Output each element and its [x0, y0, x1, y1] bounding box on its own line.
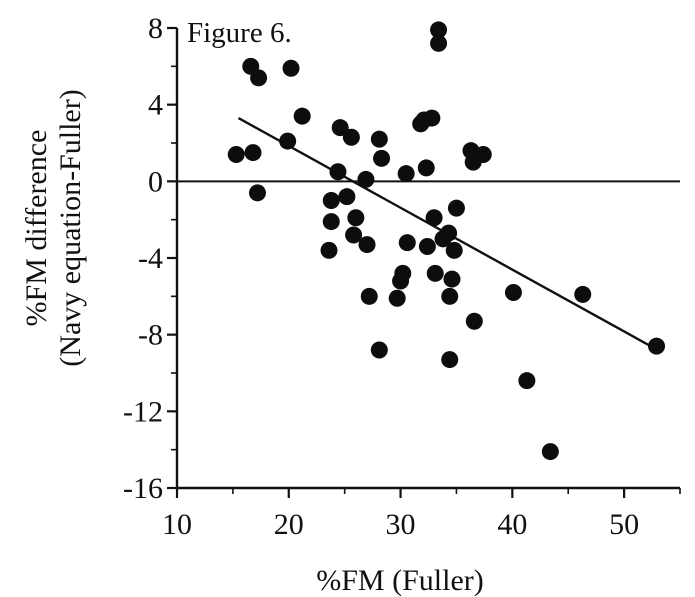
data-point — [227, 146, 245, 163]
x-tick-label: 50 — [609, 508, 639, 541]
data-point — [320, 241, 338, 259]
data-point — [329, 163, 347, 181]
y-tick-label: 8 — [148, 12, 163, 45]
data-point — [331, 119, 349, 137]
data-point — [373, 149, 391, 167]
data-point — [397, 165, 415, 183]
data-point — [248, 184, 266, 202]
x-tick-label: 30 — [386, 508, 416, 541]
data-point — [347, 209, 365, 227]
data-point — [338, 188, 356, 206]
figure-title: Figure 6. — [187, 17, 292, 49]
data-point — [250, 69, 268, 87]
data-point — [574, 285, 592, 303]
data-point — [358, 236, 376, 254]
data-point — [440, 224, 458, 242]
data-point — [357, 170, 375, 188]
x-tick-label: 10 — [162, 508, 192, 541]
data-point — [504, 284, 522, 301]
data-point — [293, 107, 311, 125]
data-point — [648, 337, 666, 355]
data-point — [426, 264, 444, 282]
data-point — [417, 159, 435, 177]
data-point — [322, 192, 340, 209]
data-point — [445, 241, 463, 259]
y-tick-label: 0 — [148, 165, 163, 198]
data-point — [282, 59, 300, 77]
data-point — [398, 234, 416, 252]
y-tick-label: 4 — [148, 89, 163, 122]
data-point — [370, 341, 388, 359]
axes — [167, 26, 681, 498]
data-point — [360, 287, 378, 305]
x-axis-title: %FM (Fuller) — [316, 564, 484, 597]
data-point — [443, 270, 461, 288]
data-point — [425, 209, 443, 227]
data-point — [342, 128, 360, 146]
data-point — [441, 351, 459, 369]
data-point — [518, 372, 536, 390]
data-point — [423, 109, 441, 127]
x-tick-label: 20 — [274, 508, 304, 541]
y-tick-label: -16 — [123, 472, 163, 505]
y-tick-label: -12 — [123, 395, 163, 428]
data-point — [345, 226, 363, 244]
y-tick-label: -4 — [138, 242, 163, 275]
data-point — [244, 144, 262, 162]
data-point — [322, 213, 340, 231]
data-point — [465, 312, 483, 330]
data-point — [541, 443, 559, 461]
y-axis-title-line2: (Navy equation-Fuller) — [54, 89, 87, 366]
data-point — [430, 34, 448, 52]
data-point — [279, 132, 297, 150]
data-point — [418, 238, 436, 255]
data-point — [430, 21, 448, 39]
data-point — [441, 287, 459, 305]
x-tick-label: 40 — [497, 508, 527, 541]
data-point — [394, 264, 412, 282]
data-point — [447, 199, 465, 217]
y-tick-label: -8 — [138, 319, 163, 352]
data-point — [370, 130, 388, 148]
data-points — [227, 21, 666, 461]
y-axis-title-line1: %FM difference — [20, 130, 53, 327]
data-point — [388, 289, 406, 307]
data-point — [474, 146, 492, 163]
